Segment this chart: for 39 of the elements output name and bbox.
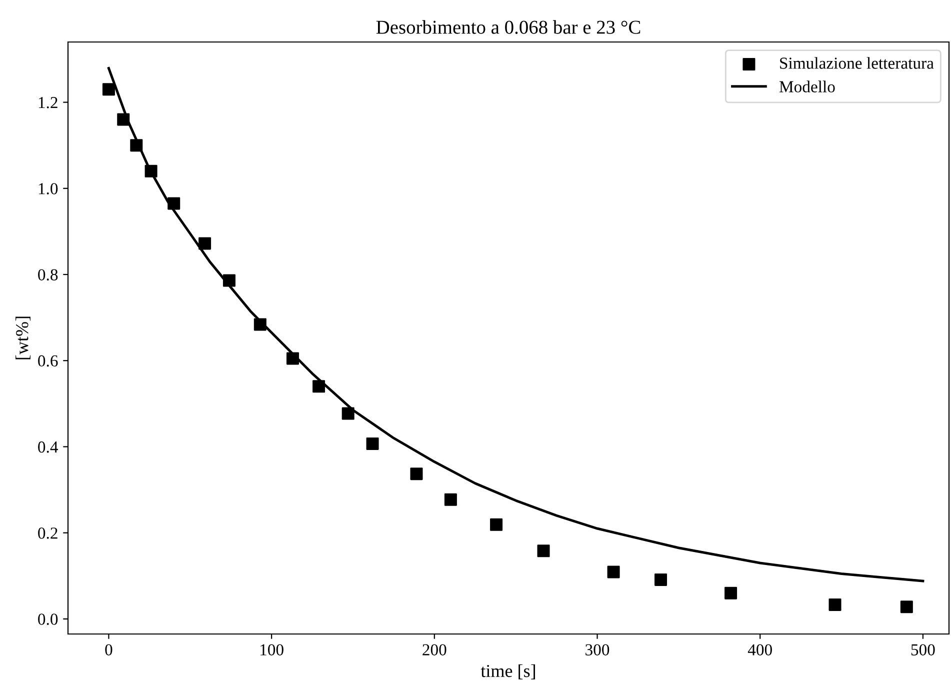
y-tick-label: 1.2 bbox=[38, 97, 58, 108]
x-tick-label: 0 bbox=[105, 644, 112, 656]
x-tick-label: 200 bbox=[422, 644, 446, 656]
y-tick-label: 1.0 bbox=[38, 183, 58, 194]
point bbox=[537, 544, 550, 558]
point bbox=[724, 586, 738, 600]
y-tick-label: 0.8 bbox=[38, 269, 58, 281]
point bbox=[654, 574, 668, 586]
point bbox=[410, 468, 423, 480]
point bbox=[286, 352, 299, 365]
x-tick-label: 300 bbox=[586, 644, 610, 656]
point bbox=[444, 493, 457, 506]
x-tick-label: 400 bbox=[748, 644, 772, 656]
point bbox=[130, 139, 143, 152]
point bbox=[342, 407, 354, 420]
x-axis-title: time [s] bbox=[480, 664, 535, 680]
point bbox=[117, 113, 130, 126]
point bbox=[144, 164, 158, 178]
point bbox=[312, 380, 326, 393]
point bbox=[828, 598, 842, 611]
point bbox=[490, 518, 503, 531]
legend-label: Modello bbox=[779, 80, 835, 92]
point bbox=[102, 83, 115, 96]
point bbox=[366, 437, 379, 450]
chart-title: Desorbimento a 0.068 bar e 23 °C bbox=[376, 20, 640, 34]
y-axis-title: [wt%] bbox=[16, 316, 30, 360]
point bbox=[168, 197, 180, 210]
point bbox=[198, 237, 212, 250]
x-tick-label: 100 bbox=[260, 644, 284, 656]
legend-label: Simulazione letteratura bbox=[780, 57, 934, 69]
y-tick-label: 0.0 bbox=[38, 614, 58, 625]
point bbox=[900, 600, 913, 614]
y-tick-label: 0.2 bbox=[38, 528, 58, 539]
point bbox=[607, 566, 620, 578]
point bbox=[254, 318, 266, 331]
point bbox=[222, 274, 236, 287]
x-tick-label: 500 bbox=[911, 644, 935, 656]
y-tick-label: 0.4 bbox=[38, 441, 58, 453]
y-tick-label: 0.6 bbox=[38, 355, 58, 367]
